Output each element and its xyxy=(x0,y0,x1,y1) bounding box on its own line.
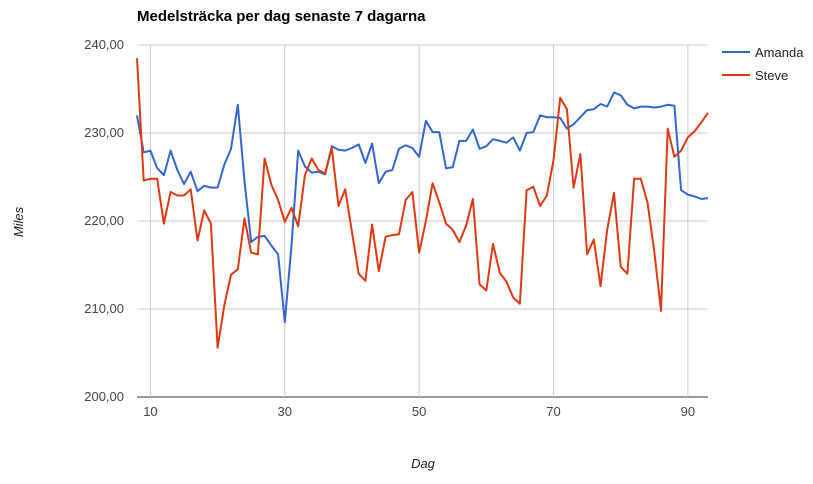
x-tick-label: 90 xyxy=(681,404,695,419)
y-tick-label: 210,00 xyxy=(84,301,124,316)
x-tick-label: 50 xyxy=(412,404,426,419)
y-tick-label: 200,00 xyxy=(84,389,124,404)
tick-labels: 200,00 210,00 220,00 230,00 240,00 10 30 50 70 90 xyxy=(84,37,695,419)
y-tick-label: 220,00 xyxy=(84,213,124,228)
x-tick-label: 30 xyxy=(278,404,292,419)
series-line-amanda xyxy=(136,91,709,324)
legend: Amanda Steve xyxy=(722,45,804,83)
x-axis-label: Dag xyxy=(411,456,436,471)
y-axis-label: Miles xyxy=(11,206,26,237)
series-lines xyxy=(136,58,709,349)
chart-title: Medelsträcka per dag senaste 7 dagarna xyxy=(137,8,426,25)
grid-lines xyxy=(137,44,708,398)
legend-label-steve: Steve xyxy=(755,68,788,83)
y-tick-label: 230,00 xyxy=(84,125,124,140)
x-tick-label: 10 xyxy=(143,404,157,419)
y-tick-label: 240,00 xyxy=(84,37,124,52)
x-tick-label: 70 xyxy=(546,404,560,419)
series-line-steve xyxy=(136,58,709,349)
legend-label-amanda: Amanda xyxy=(755,45,804,60)
